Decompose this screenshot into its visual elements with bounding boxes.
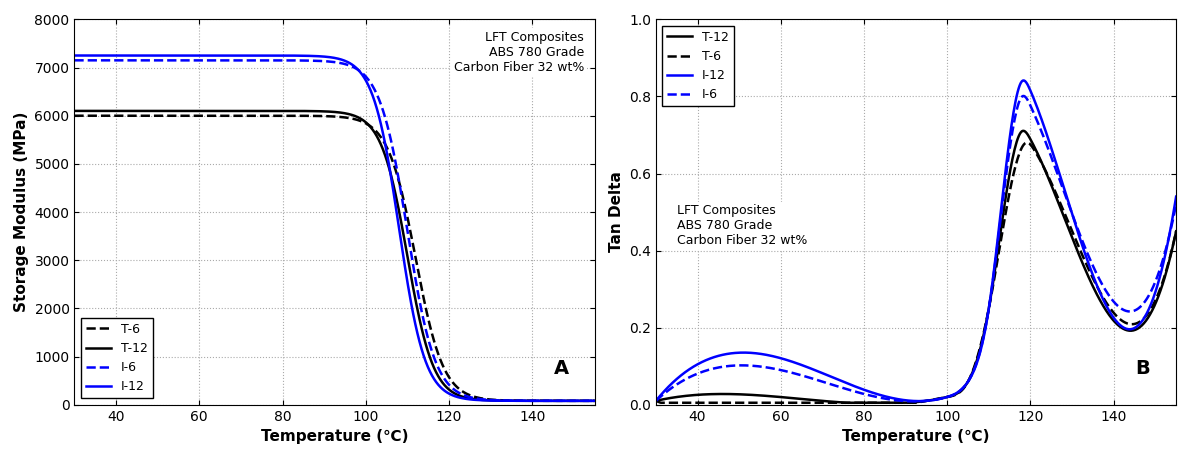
Legend: T-12, T-6, I-12, I-6: T-12, T-6, I-12, I-6: [662, 26, 734, 106]
I-12: [588, 398, 602, 403]
T-6: [959, 382, 973, 387]
Line: T-6: T-6: [75, 116, 595, 401]
I-12: [377, 136, 392, 141]
T-6: [377, 139, 392, 145]
T-6: [900, 400, 914, 405]
Text: LFT Composites
ABS 780 Grade
Carbon Fiber 32 wt%: LFT Composites ABS 780 Grade Carbon Fibe…: [677, 204, 807, 247]
I-6: [649, 398, 663, 403]
T-6: [1169, 229, 1183, 234]
I-6: [959, 381, 973, 387]
Line: T-12: T-12: [656, 131, 1176, 403]
T-12: [588, 398, 602, 403]
I-12: [349, 65, 363, 71]
T-12: [68, 108, 82, 114]
T-12: [840, 400, 854, 405]
T-12: [494, 398, 508, 403]
T-6: [932, 396, 946, 401]
I-12: [932, 397, 946, 402]
Line: I-6: I-6: [656, 96, 1176, 401]
I-6: [318, 59, 332, 64]
T-12: [1077, 265, 1091, 270]
T-6: [649, 398, 663, 403]
X-axis label: Temperature (℃): Temperature (℃): [843, 429, 990, 444]
T-12: [349, 114, 363, 119]
Y-axis label: Tan Delta: Tan Delta: [608, 172, 624, 252]
Legend: T-6, T-12, I-6, I-12: T-6, T-12, I-6, I-12: [81, 318, 152, 398]
I-12: [896, 397, 910, 403]
T-12: [897, 400, 912, 405]
I-6: [1169, 202, 1183, 207]
T-6: [318, 114, 332, 119]
I-12: [1159, 250, 1173, 256]
Text: A: A: [553, 359, 569, 378]
T-12: [959, 381, 973, 387]
I-12: [318, 54, 332, 60]
I-6: [1016, 93, 1031, 99]
I-12: [68, 53, 82, 58]
T-12: [900, 400, 914, 405]
Line: T-6: T-6: [656, 142, 1176, 403]
I-12: [913, 398, 927, 404]
T-12: [1169, 229, 1183, 234]
I-6: [68, 58, 82, 63]
T-6: [588, 398, 602, 403]
I-12: [649, 398, 663, 403]
T-6: [349, 117, 363, 122]
T-12: [377, 150, 392, 155]
T-12: [575, 398, 589, 403]
I-6: [1077, 243, 1091, 249]
X-axis label: Temperature (℃): Temperature (℃): [261, 429, 408, 444]
I-12: [494, 398, 508, 403]
I-6: [377, 111, 392, 116]
T-6: [1020, 140, 1034, 145]
I-12: [314, 54, 328, 59]
Line: I-12: I-12: [656, 81, 1176, 401]
T-6: [314, 113, 328, 119]
T-12: [318, 109, 332, 114]
I-6: [898, 398, 913, 404]
Line: I-6: I-6: [75, 60, 595, 401]
Text: LFT Composites
ABS 780 Grade
Carbon Fiber 32 wt%: LFT Composites ABS 780 Grade Carbon Fibe…: [453, 31, 584, 74]
Line: T-12: T-12: [75, 111, 595, 401]
T-6: [494, 398, 508, 403]
T-12: [314, 109, 328, 114]
T-6: [68, 113, 82, 119]
T-6: [897, 400, 912, 405]
T-6: [1159, 270, 1173, 275]
T-12: [1159, 271, 1173, 277]
T-6: [1077, 257, 1091, 262]
I-6: [494, 398, 508, 403]
I-12: [898, 398, 913, 403]
I-6: [896, 398, 910, 403]
I-6: [1159, 247, 1173, 253]
I-12: [575, 398, 589, 403]
T-12: [1016, 128, 1031, 134]
T-12: [649, 398, 663, 403]
I-6: [575, 398, 589, 403]
T-12: [932, 396, 946, 402]
Y-axis label: Storage Modulus (MPa): Storage Modulus (MPa): [14, 112, 29, 312]
I-6: [932, 396, 946, 402]
I-6: [907, 398, 921, 404]
I-6: [349, 65, 363, 71]
I-12: [1077, 249, 1091, 255]
Line: I-12: I-12: [75, 55, 595, 401]
T-6: [575, 398, 589, 403]
I-6: [588, 398, 602, 403]
Text: B: B: [1135, 359, 1150, 378]
I-12: [1016, 78, 1031, 83]
I-12: [1169, 194, 1183, 199]
I-6: [314, 58, 328, 64]
T-6: [654, 400, 669, 405]
I-12: [959, 381, 973, 387]
